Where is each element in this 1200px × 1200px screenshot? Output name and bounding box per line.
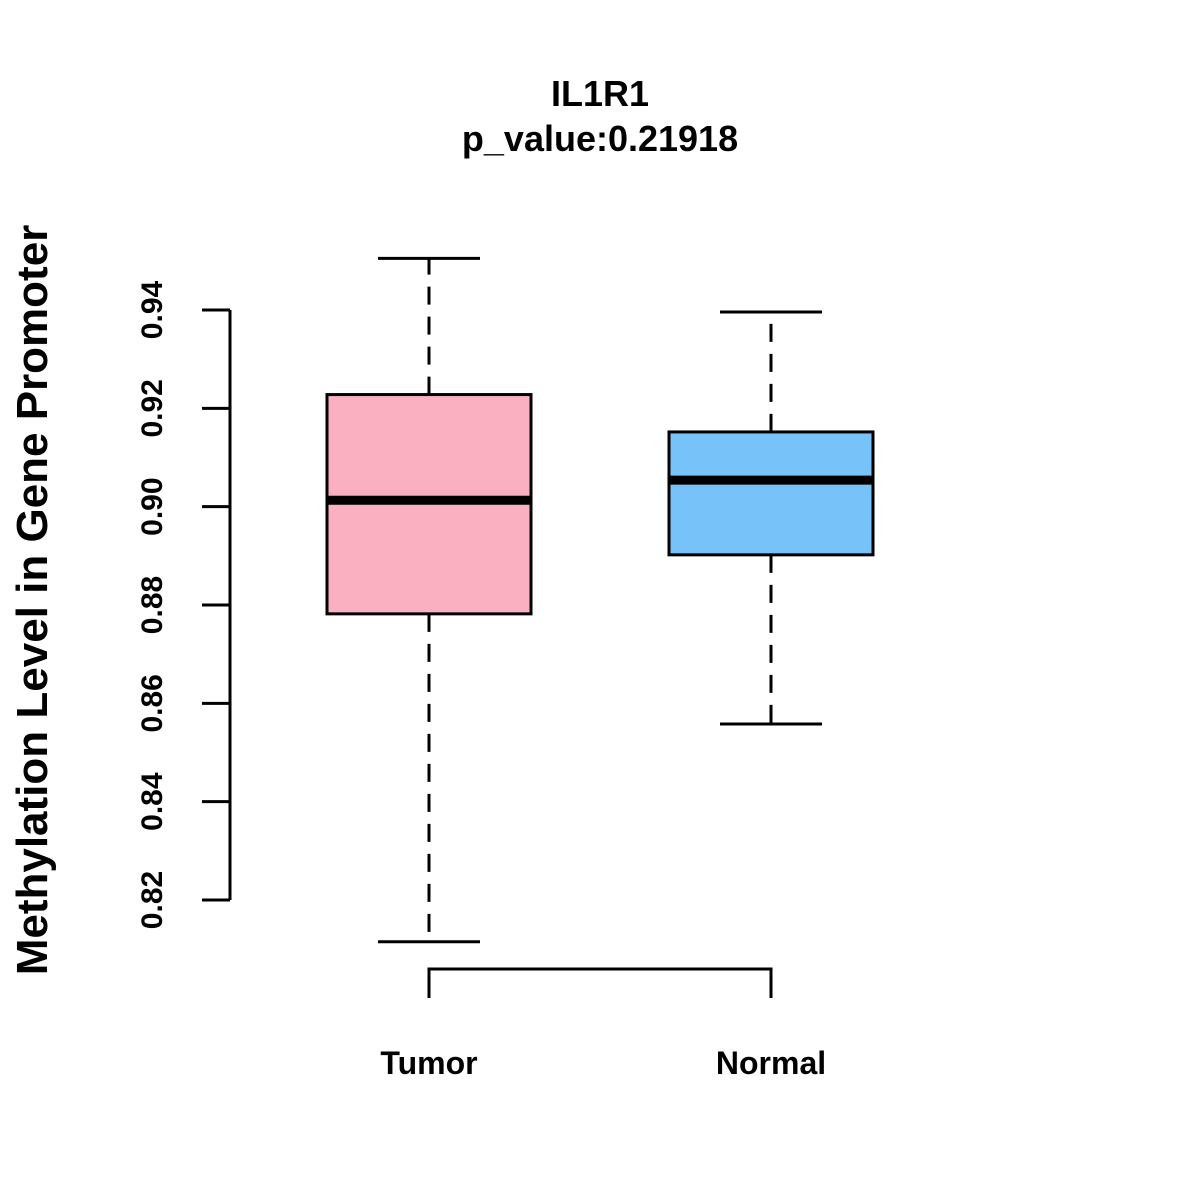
y-axis: 0.82 0.84 0.86 0.88 0.90 0.92 0.94 [136, 280, 232, 929]
x-axis-labels: Tumor Normal [380, 1045, 826, 1081]
y-tick-label: 0.84 [136, 772, 169, 831]
chart-subtitle: p_value:0.21918 [462, 118, 738, 159]
y-tick-label: 0.90 [136, 477, 169, 535]
y-tick-label: 0.86 [136, 674, 169, 732]
comparison-bracket [427, 967, 773, 998]
chart-title: IL1R1 [551, 73, 649, 114]
bracket-line [427, 967, 773, 998]
y-tick-label: 0.88 [136, 576, 169, 634]
y-tick-label: 0.92 [136, 379, 169, 437]
box-tumor [325, 256, 533, 944]
box-normal [667, 310, 875, 726]
iqr-box [667, 430, 875, 557]
y-tick-label: 0.82 [136, 871, 169, 929]
y-tick-label: 0.94 [136, 280, 169, 339]
boxes-group [325, 256, 875, 944]
y-axis-label: Methylation Level in Gene Promoter [8, 225, 57, 976]
category-label: Tumor [380, 1045, 477, 1081]
category-label: Normal [716, 1045, 826, 1081]
